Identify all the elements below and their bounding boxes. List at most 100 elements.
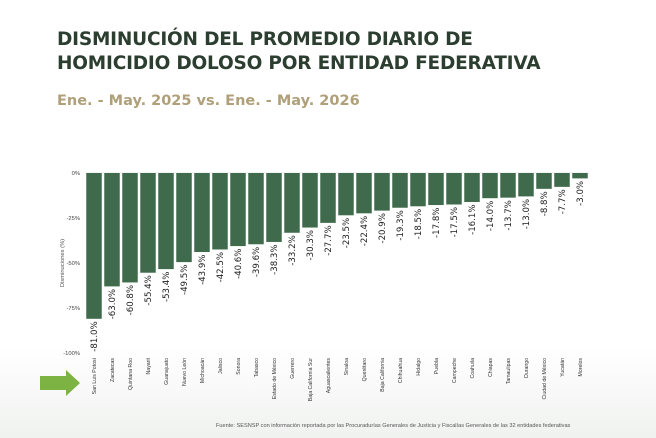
highlight-arrow-icon: [40, 370, 80, 396]
y-axis-title: Disminuciones (%): [60, 239, 66, 287]
category-labels: San Luis Potosí Zacatecas Quintana Roo Naya…: [92, 357, 584, 401]
bar-value-label: -18.5%: [414, 209, 424, 239]
bar: [554, 173, 570, 187]
category-label: Zacatecas: [110, 358, 116, 382]
bar-value-label: -13.0%: [522, 199, 532, 229]
bar-value-label: -27.7%: [324, 225, 334, 255]
bar-value-label: -19.3%: [396, 210, 406, 240]
bar: [320, 173, 336, 223]
value-labels: -81.0% -63.0% -60.8% -55.4% -53.4% -49.5% -43.…: [90, 181, 586, 352]
category-label: Yucatán: [560, 358, 566, 377]
bar-value-label: -38.3%: [270, 244, 280, 274]
bar: [572, 173, 588, 179]
bar-value-label: -17.8%: [432, 208, 442, 238]
chart-title-line-1: DISMINUCIÓN DEL PROMEDIO DIARIO DE: [57, 29, 473, 50]
category-label: Tamaulipas: [506, 358, 512, 385]
bottom-fade-background: [0, 348, 656, 438]
bar: [158, 173, 174, 270]
bar: [464, 173, 480, 202]
category-label: Ciudad de México: [542, 358, 548, 400]
bar: [248, 173, 264, 245]
category-label: Sinaloa: [344, 358, 350, 375]
bar-value-label: -20.9%: [378, 213, 388, 243]
bars: [86, 173, 588, 319]
category-label: Nuevo León: [182, 358, 188, 386]
category-label: Chiapas: [488, 358, 494, 377]
bar: [302, 173, 318, 228]
bar-value-label: -63.0%: [108, 289, 118, 319]
category-label: Durango: [524, 358, 530, 378]
bar: [194, 173, 210, 253]
category-label: Querétaro: [362, 358, 368, 381]
bar-value-label: -30.3%: [306, 230, 316, 260]
category-label: Coahuila: [470, 358, 476, 379]
category-label: Chihuahua: [398, 358, 404, 383]
bar-value-label: -39.6%: [252, 247, 262, 277]
bar-value-label: -60.8%: [126, 285, 136, 315]
bar: [86, 173, 102, 319]
bar: [428, 173, 444, 206]
category-label: Hidalgo: [416, 358, 422, 376]
y-tick-label: -100%: [63, 351, 80, 357]
bar: [266, 173, 282, 242]
bar: [446, 173, 462, 205]
bar: [338, 173, 354, 216]
bar-value-label: -81.0%: [90, 321, 100, 351]
bar: [104, 173, 120, 287]
bar-value-label: -7.7%: [558, 189, 568, 214]
bar: [176, 173, 192, 263]
bar: [518, 173, 534, 197]
bar: [500, 173, 516, 198]
bar-value-label: -13.7%: [504, 200, 514, 230]
chart-subtitle: Ene. - May. 2025 vs. Ene. - May. 2026: [57, 93, 360, 109]
bar: [122, 173, 138, 283]
y-tick-label: 0%: [72, 171, 80, 177]
bar: [374, 173, 390, 211]
bar-value-label: -22.4%: [360, 216, 370, 246]
category-label: Puebla: [434, 358, 440, 374]
bar-value-label: -42.5%: [216, 252, 226, 282]
bar: [230, 173, 246, 247]
category-label: Quintana Roo: [128, 358, 134, 390]
bar: [212, 173, 228, 250]
category-label: Sonora: [236, 358, 242, 375]
category-label: Campeche: [452, 358, 458, 383]
category-label: Baja California: [380, 358, 386, 392]
bar-value-label: -53.4%: [162, 272, 172, 302]
bar-value-label: -14.0%: [486, 201, 496, 231]
bar-value-label: -33.2%: [288, 235, 298, 265]
chart-title: DISMINUCIÓN DEL PROMEDIO DIARIO DE HOMIC…: [57, 28, 541, 76]
category-label: Jalisco: [218, 358, 224, 374]
category-label: Michoacán: [200, 358, 206, 383]
bar-value-label: -43.9%: [198, 255, 208, 285]
source-note: Fuente: SESNSP con información reportada…: [216, 423, 571, 429]
y-tick-label: -50%: [66, 261, 80, 267]
category-label: Guanajuato: [164, 358, 170, 385]
category-label: Morelos: [578, 358, 584, 377]
y-tick-label: -75%: [66, 306, 80, 312]
category-label: Tabasco: [254, 358, 260, 377]
category-label: Baja California Sur: [308, 358, 314, 402]
bar-value-label: -8.8%: [540, 191, 550, 216]
y-tick-label: -25%: [66, 216, 80, 222]
bar: [482, 173, 498, 199]
category-label: Nayarit: [146, 357, 152, 374]
bar: [536, 173, 552, 189]
bar: [410, 173, 426, 207]
chart-title-line-2: HOMICIDIO DOLOSO POR ENTIDAD FEDERATIVA: [57, 53, 541, 74]
category-label: San Luis Potosí: [92, 357, 98, 394]
bar-value-label: -40.6%: [234, 249, 244, 279]
bar-value-label: -23.5%: [342, 218, 352, 248]
bar: [356, 173, 372, 214]
bar-value-label: -49.5%: [180, 265, 190, 295]
bar: [284, 173, 300, 233]
bar-value-label: -16.1%: [468, 204, 478, 234]
category-label: Estado de México: [272, 358, 278, 399]
bar-value-label: -17.5%: [450, 207, 460, 237]
bar-value-label: -55.4%: [144, 275, 154, 305]
category-label: Guerrero: [290, 358, 296, 379]
bar: [140, 173, 156, 273]
bar: [392, 173, 408, 208]
arrow-right-icon: [40, 370, 80, 396]
